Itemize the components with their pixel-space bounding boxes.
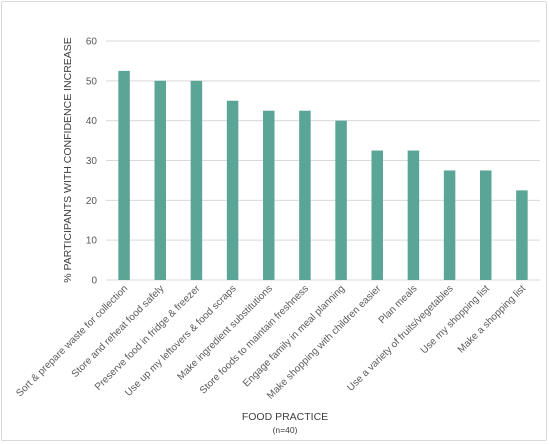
x-category-label: Use my shopping list [419,283,492,356]
bar [299,110,311,280]
y-tick-label: 10 [86,236,98,247]
x-category-label: Make a shopping list [456,283,528,355]
x-axis-subtitle: (n=40) [273,425,298,435]
y-tick-label: 20 [86,196,98,207]
y-tick-label: 30 [86,156,98,167]
y-tick-label: 0 [91,276,97,287]
y-tick-label: 40 [86,116,98,127]
bar [371,150,383,280]
bar [516,190,528,280]
y-tick-labels: 0 10 20 30 40 50 60 [86,37,98,287]
bar [335,120,347,281]
bar [480,170,492,280]
bar [407,150,420,280]
y-tick-label: 50 [86,76,98,87]
bar [443,170,456,280]
bar [154,80,166,280]
gridlines [106,40,540,281]
bars [118,70,528,281]
x-category-labels: Sort & prepare waste for collectionStore… [14,283,528,402]
bar [263,110,275,280]
bar [118,70,130,280]
bar [190,80,203,280]
y-tick-label: 60 [86,37,98,48]
x-axis-title: FOOD PRACTICE [242,411,328,423]
bar [226,100,239,280]
y-axis-title: % PARTICIPANTS WITH CONFIDENCE INCREASE [62,37,74,283]
